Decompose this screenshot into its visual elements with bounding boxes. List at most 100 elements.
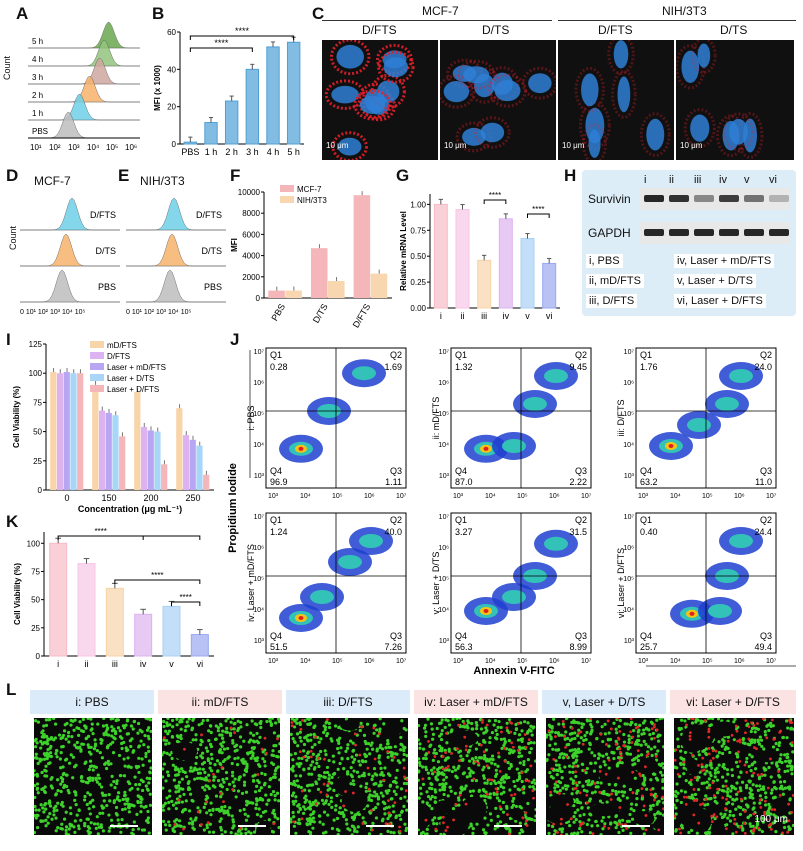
- live-cell: [754, 767, 758, 771]
- dead-cell: [574, 764, 577, 768]
- membrane-stain: [691, 40, 717, 75]
- live-cell: [593, 761, 598, 765]
- q3-value: 11.0: [755, 477, 772, 487]
- dead-cell: [264, 751, 268, 755]
- live-cell: [43, 803, 47, 807]
- density-peak: [668, 444, 674, 448]
- live-cell: [657, 799, 661, 803]
- live-cell: [67, 791, 71, 795]
- live-cell: [723, 812, 727, 816]
- live-cell: [44, 723, 49, 728]
- live-cell: [40, 787, 44, 791]
- live-cell: [219, 808, 224, 813]
- dead-cell: [688, 734, 692, 738]
- dead-cell: [351, 791, 355, 795]
- dead-cell: [685, 723, 688, 727]
- live-cell: [162, 724, 166, 729]
- y-tick: 10⁴: [438, 442, 449, 449]
- live-cell: [662, 813, 664, 817]
- live-cell: [237, 778, 241, 782]
- empty-area: [607, 768, 638, 779]
- live-cell: [679, 749, 683, 753]
- live-cell: [394, 814, 399, 818]
- legend-swatch: [90, 374, 104, 381]
- live-cell: [266, 798, 270, 802]
- dead-cell: [570, 726, 574, 730]
- live-cell: [572, 815, 576, 819]
- dead-cell: [260, 747, 264, 751]
- live-cell: [205, 823, 209, 827]
- live-cell: [620, 790, 624, 794]
- live-cell: [653, 813, 657, 817]
- live-cell: [481, 788, 486, 792]
- live-cell: [60, 779, 64, 784]
- dead-cell: [606, 719, 610, 723]
- live-cell: [166, 718, 170, 720]
- bar-DFTS: [98, 410, 106, 490]
- q-label: Q2: [390, 515, 402, 525]
- panel-d-ylabel: Count: [8, 225, 18, 250]
- live-cell: [194, 733, 198, 737]
- live-cell: [557, 722, 561, 726]
- live-cell: [213, 763, 217, 767]
- q-label: Q4: [640, 466, 652, 476]
- live-cell: [715, 778, 719, 782]
- live-cell: [788, 827, 792, 831]
- dead-cell: [219, 792, 223, 795]
- live-cell: [98, 811, 102, 815]
- live-cell: [61, 733, 66, 738]
- blot-gapdh: [640, 222, 790, 244]
- y-tick: 10⁵: [623, 411, 634, 418]
- live-cell: [257, 807, 261, 811]
- live-cell: [43, 753, 47, 757]
- live-cell: [484, 748, 488, 752]
- live-cell: [374, 806, 378, 810]
- live-cell: [91, 776, 95, 780]
- live-cell: [186, 781, 190, 786]
- histogram-1h: [28, 93, 140, 121]
- live-cell: [390, 797, 394, 801]
- live-cell: [88, 776, 92, 780]
- q1-value: 0.28: [270, 362, 288, 372]
- live-cell: [399, 742, 403, 746]
- y-tick: 10⁴: [623, 607, 634, 614]
- y-tick-label: 25: [31, 624, 40, 633]
- live-cell: [304, 794, 308, 798]
- live-cell: [244, 831, 248, 835]
- live-cell: [271, 775, 276, 779]
- live-cell: [501, 800, 505, 804]
- live-cell: [305, 738, 310, 742]
- dead-cell: [583, 768, 587, 772]
- x-tick: 10⁶: [734, 658, 745, 665]
- live-cell: [404, 826, 408, 830]
- live-cell: [487, 759, 491, 763]
- live-cell: [325, 765, 330, 770]
- dead-cell: [756, 773, 760, 777]
- live-cell: [362, 771, 366, 775]
- live-cell: [139, 800, 143, 804]
- sig-bracket: [189, 35, 295, 40]
- live-cell: [264, 793, 268, 797]
- q3-value: 8.99: [569, 642, 587, 652]
- live-cell: [741, 827, 745, 831]
- live-cell: [365, 804, 370, 808]
- dead-cell: [618, 758, 622, 762]
- live-cell: [220, 751, 224, 755]
- live-cell: [234, 795, 238, 799]
- live-cell: [187, 786, 191, 790]
- live-cell: [297, 821, 301, 825]
- live-cell: [457, 803, 461, 807]
- dead-cell: [520, 771, 524, 775]
- live-cell: [212, 775, 216, 779]
- live-cell: [662, 745, 664, 749]
- live-cell: [596, 780, 600, 785]
- live-cell: [611, 751, 615, 755]
- dead-cell: [736, 739, 740, 743]
- live-cell: [381, 773, 386, 777]
- live-cell: [586, 806, 590, 810]
- nucleus: [690, 114, 710, 142]
- live-cell: [726, 816, 730, 820]
- live-cell: [505, 827, 509, 831]
